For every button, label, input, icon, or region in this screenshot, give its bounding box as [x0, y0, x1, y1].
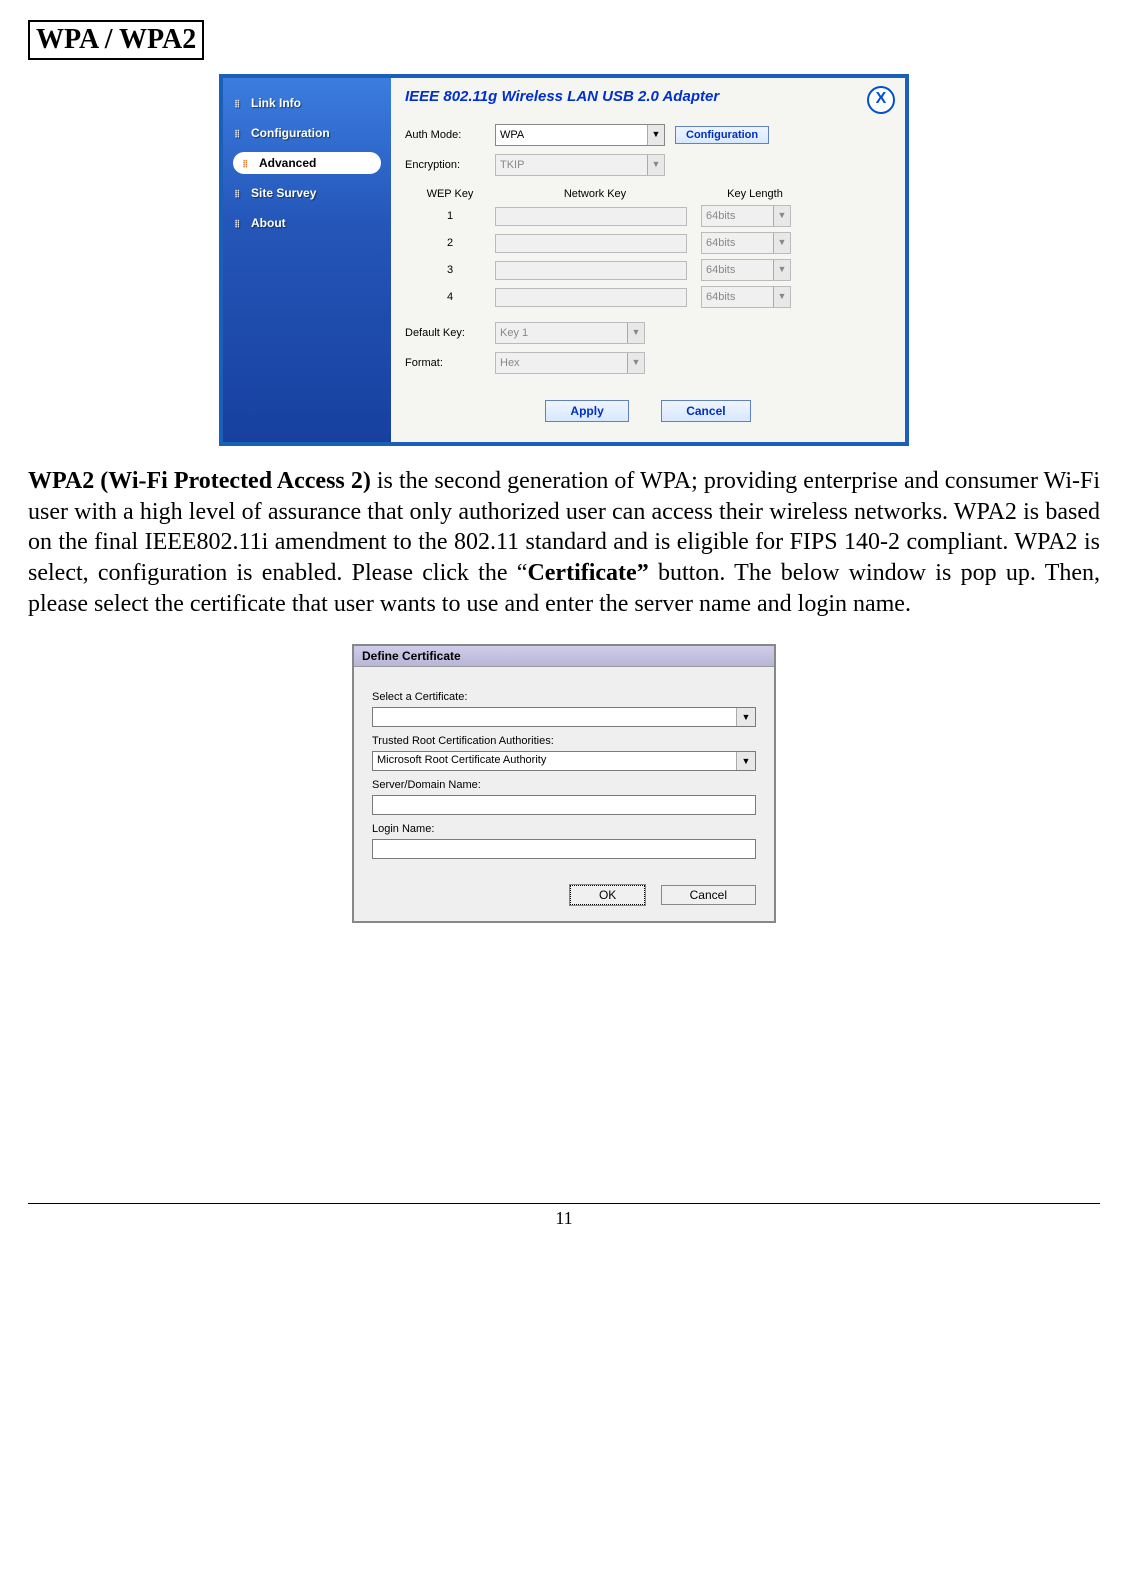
panel-title: IEEE 802.11g Wireless LAN USB 2.0 Adapte… — [405, 88, 719, 105]
network-key-input — [495, 207, 687, 226]
bullet-icon: ⦙⦙ — [235, 129, 247, 140]
chevron-down-icon: ▼ — [773, 287, 790, 307]
select-certificate-dropdown[interactable]: ▼ — [372, 707, 756, 727]
main-panel: IEEE 802.11g Wireless LAN USB 2.0 Adapte… — [391, 78, 905, 442]
chevron-down-icon: ▼ — [627, 353, 644, 373]
page-number: 11 — [555, 1208, 572, 1228]
bullet-icon: ⦙⦙ — [235, 219, 247, 230]
page-heading: WPA / WPA2 — [28, 20, 204, 60]
network-key-input — [495, 234, 687, 253]
cancel-button[interactable]: Cancel — [661, 400, 750, 422]
sidebar-label: Site Survey — [251, 186, 316, 200]
sidebar: ⦙⦙ Link Info ⦙⦙ Configuration ⦙⦙ Advanced ⦙… — [223, 78, 391, 442]
sidebar-label: Link Info — [251, 96, 301, 110]
chevron-down-icon: ▼ — [736, 708, 755, 726]
wep-index: 4 — [405, 291, 495, 303]
format-select: Hex ▼ — [495, 352, 645, 374]
default-key-value: Key 1 — [500, 327, 528, 339]
login-name-label: Login Name: — [372, 823, 756, 835]
default-key-label: Default Key: — [405, 327, 495, 339]
network-key-input — [495, 288, 687, 307]
wep-index: 1 — [405, 210, 495, 222]
chevron-down-icon: ▼ — [647, 155, 664, 175]
sidebar-item-advanced[interactable]: ⦙⦙ Advanced — [233, 152, 381, 174]
ok-button[interactable]: OK — [570, 885, 645, 905]
key-length-select: 64bits ▼ — [701, 259, 791, 281]
trusted-root-dropdown[interactable]: Microsoft Root Certificate Authority ▼ — [372, 751, 756, 771]
encryption-value: TKIP — [500, 159, 524, 171]
server-domain-label: Server/Domain Name: — [372, 779, 756, 791]
configuration-button[interactable]: Configuration — [675, 126, 769, 144]
server-domain-input[interactable] — [372, 795, 756, 815]
sidebar-label: Configuration — [251, 126, 330, 140]
sidebar-label: About — [251, 216, 286, 230]
sidebar-item-link-info[interactable]: ⦙⦙ Link Info — [223, 88, 391, 118]
apply-button[interactable]: Apply — [545, 400, 628, 422]
bullet-icon: ⦙⦙ — [243, 159, 255, 170]
network-key-input — [495, 261, 687, 280]
encryption-label: Encryption: — [405, 159, 495, 171]
certificate-dialog: Define Certificate Select a Certificate:… — [352, 644, 776, 923]
wep-row: 1 64bits ▼ — [405, 205, 891, 227]
format-value: Hex — [500, 357, 520, 369]
key-length-header: Key Length — [695, 188, 815, 200]
network-key-header: Network Key — [495, 188, 695, 200]
chevron-down-icon: ▼ — [773, 233, 790, 253]
sidebar-item-about[interactable]: ⦙⦙ About — [223, 208, 391, 238]
key-length-value: 64bits — [706, 291, 735, 303]
bullet-icon: ⦙⦙ — [235, 189, 247, 200]
chevron-down-icon: ▼ — [773, 206, 790, 226]
wpa2-bold: WPA2 (Wi-Fi Protected Access 2) — [28, 468, 371, 494]
body-paragraph: WPA2 (Wi-Fi Protected Access 2) is the s… — [28, 466, 1100, 620]
dialog-titlebar: Define Certificate — [354, 646, 774, 667]
wep-header: WEP Key Network Key Key Length — [405, 188, 891, 200]
default-key-select: Key 1 ▼ — [495, 322, 645, 344]
wep-key-header: WEP Key — [405, 188, 495, 200]
certificate-bold: Certificate” — [527, 560, 648, 586]
key-length-select: 64bits ▼ — [701, 286, 791, 308]
sidebar-label: Advanced — [259, 156, 316, 170]
auth-mode-value: WPA — [500, 129, 524, 141]
chevron-down-icon: ▼ — [773, 260, 790, 280]
encryption-select: TKIP ▼ — [495, 154, 665, 176]
chevron-down-icon: ▼ — [736, 752, 755, 770]
trusted-root-label: Trusted Root Certification Authorities: — [372, 735, 756, 747]
trusted-root-value: Microsoft Root Certificate Authority — [377, 754, 546, 766]
format-label: Format: — [405, 357, 495, 369]
key-length-value: 64bits — [706, 210, 735, 222]
auth-mode-select[interactable]: WPA ▼ — [495, 124, 665, 146]
wep-index: 3 — [405, 264, 495, 276]
chevron-down-icon: ▼ — [647, 125, 664, 145]
wep-row: 3 64bits ▼ — [405, 259, 891, 281]
bullet-icon: ⦙⦙ — [235, 99, 247, 110]
key-length-value: 64bits — [706, 237, 735, 249]
chevron-down-icon: ▼ — [627, 323, 644, 343]
key-length-select: 64bits ▼ — [701, 232, 791, 254]
select-certificate-label: Select a Certificate: — [372, 691, 756, 703]
login-name-input[interactable] — [372, 839, 756, 859]
sidebar-item-site-survey[interactable]: ⦙⦙ Site Survey — [223, 178, 391, 208]
wep-row: 2 64bits ▼ — [405, 232, 891, 254]
page-footer: 11 — [28, 1203, 1100, 1229]
key-length-value: 64bits — [706, 264, 735, 276]
cancel-button[interactable]: Cancel — [661, 885, 756, 905]
app-window: ⦙⦙ Link Info ⦙⦙ Configuration ⦙⦙ Advanced ⦙… — [219, 74, 909, 446]
wep-row: 4 64bits ▼ — [405, 286, 891, 308]
key-length-select: 64bits ▼ — [701, 205, 791, 227]
close-icon[interactable]: X — [867, 86, 895, 114]
sidebar-item-configuration[interactable]: ⦙⦙ Configuration — [223, 118, 391, 148]
auth-mode-label: Auth Mode: — [405, 129, 495, 141]
wep-index: 2 — [405, 237, 495, 249]
